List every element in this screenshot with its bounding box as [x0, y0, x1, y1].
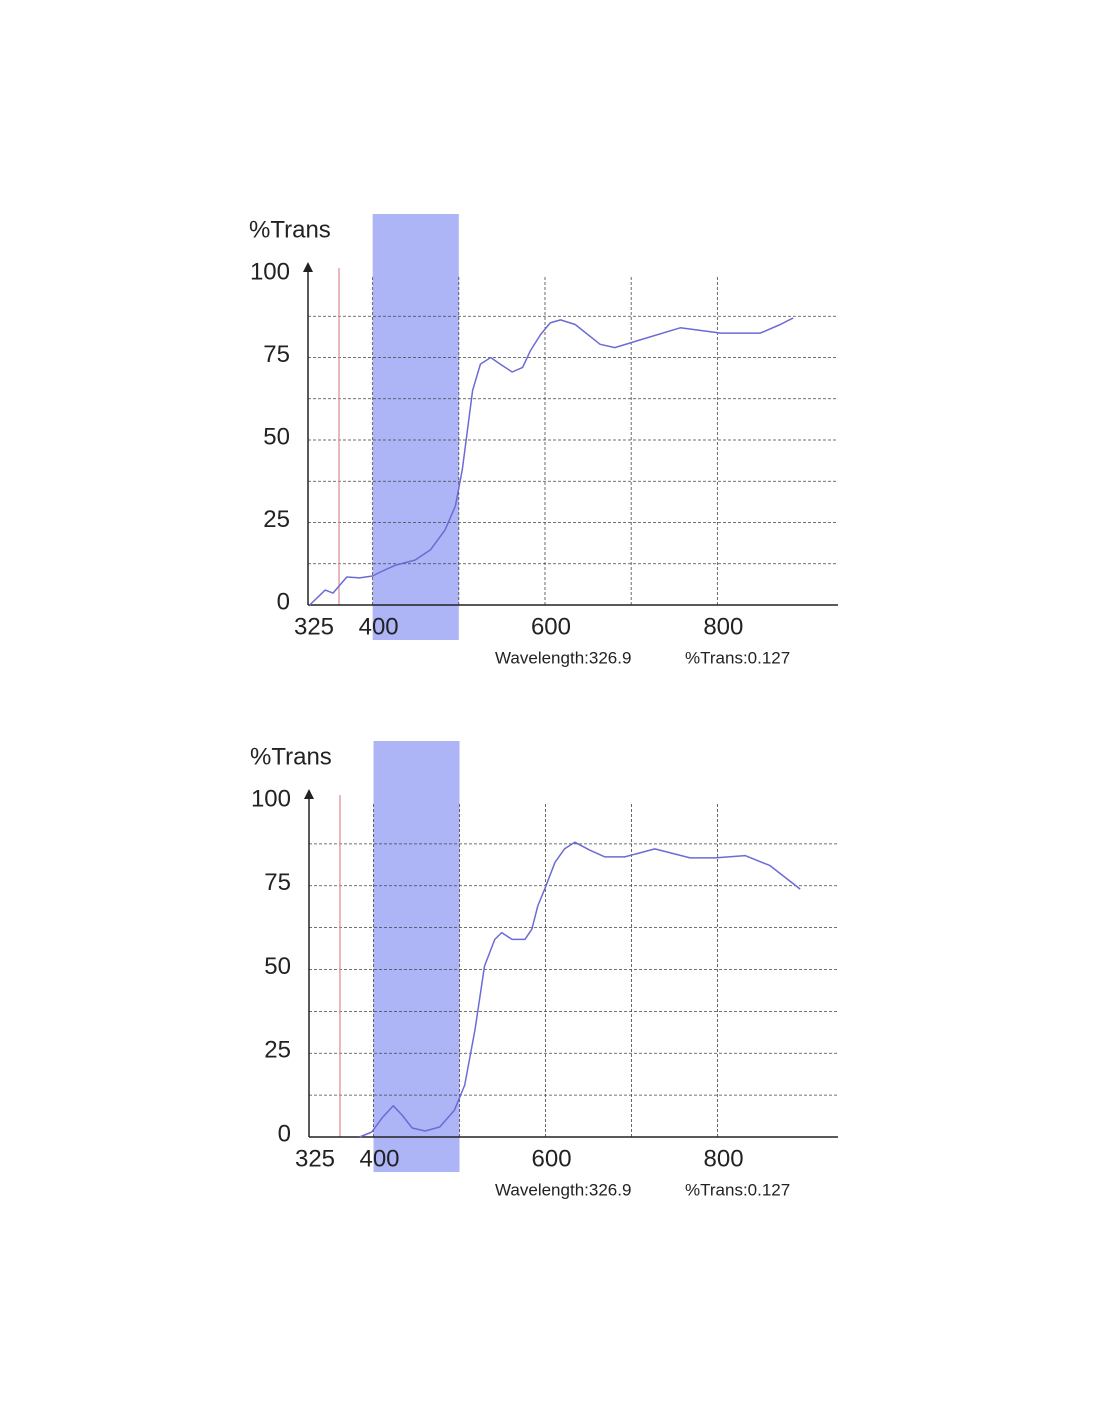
x-tick-label: 400 — [359, 1145, 399, 1172]
x-tick-label: 325 — [295, 1145, 335, 1172]
y-tick-label: 75 — [263, 341, 290, 368]
x-tick-label: 325 — [294, 613, 334, 640]
readout: Wavelength:326.9 — [495, 648, 631, 667]
x-tick-label: 800 — [703, 613, 743, 640]
y-tick-label: 25 — [263, 506, 290, 533]
readout: Wavelength:326.9 — [495, 1180, 631, 1199]
y-tick-label: 100 — [251, 785, 291, 812]
x-tick-label: 600 — [532, 1145, 572, 1172]
y-axis-label: %Trans — [250, 743, 332, 770]
y-axis-label: %Trans — [249, 216, 331, 243]
x-tick-label: 400 — [359, 613, 399, 640]
x-tick-label: 800 — [704, 1145, 744, 1172]
x-tick-label: 600 — [531, 613, 571, 640]
axis-arrow — [304, 789, 314, 799]
y-tick-label: 50 — [264, 953, 291, 980]
highlight-band — [373, 741, 460, 1172]
data-line — [309, 317, 794, 606]
readout: %Trans:0.127 — [685, 1180, 790, 1199]
y-tick-label: 0 — [277, 588, 290, 615]
highlight-band — [372, 214, 459, 640]
readout: %Trans:0.127 — [685, 648, 790, 667]
y-tick-label: 0 — [278, 1120, 291, 1147]
y-tick-label: 25 — [264, 1037, 291, 1064]
axis-arrow — [303, 262, 313, 272]
y-tick-label: 75 — [264, 869, 291, 896]
y-tick-label: 100 — [250, 258, 290, 285]
y-tick-label: 50 — [263, 423, 290, 450]
data-line — [359, 841, 801, 1138]
